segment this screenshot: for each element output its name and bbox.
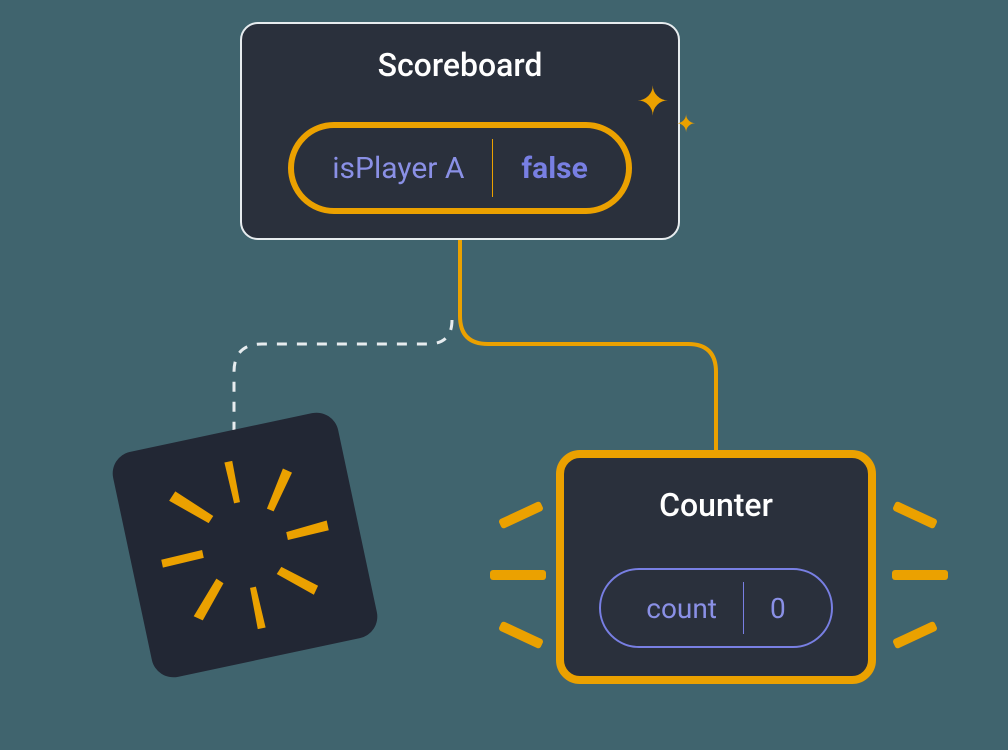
emphasis-ray-icon bbox=[892, 570, 948, 580]
emphasis-ray-icon bbox=[498, 621, 544, 650]
state-value: false bbox=[493, 151, 615, 186]
counter-state-pill: count 0 bbox=[599, 568, 833, 648]
edge-scoreboard-counter bbox=[460, 240, 716, 450]
emphasis-ray-icon bbox=[892, 501, 938, 530]
emphasis-ray-icon bbox=[498, 501, 544, 530]
emphasis-ray-icon bbox=[892, 621, 938, 650]
poof-burst-icon bbox=[109, 409, 382, 682]
node-scoreboard: Scoreboard isPlayer A false bbox=[240, 22, 680, 240]
emphasis-ray-icon bbox=[490, 570, 546, 580]
scoreboard-state-pill: isPlayer A false bbox=[288, 122, 632, 214]
state-label: isPlayer A bbox=[304, 151, 492, 186]
scoreboard-title: Scoreboard bbox=[242, 46, 678, 84]
node-destroyed bbox=[109, 409, 382, 682]
sparkle-icon: ✦ bbox=[636, 78, 670, 125]
diagram-stage: Scoreboard isPlayer A false ✦ ✦ Counter … bbox=[0, 0, 1008, 750]
node-counter: Counter count 0 bbox=[556, 450, 876, 684]
state-label: count bbox=[620, 592, 743, 625]
state-value: 0 bbox=[744, 592, 812, 625]
counter-title: Counter bbox=[564, 486, 868, 524]
sparkle-icon: ✦ bbox=[676, 110, 696, 138]
